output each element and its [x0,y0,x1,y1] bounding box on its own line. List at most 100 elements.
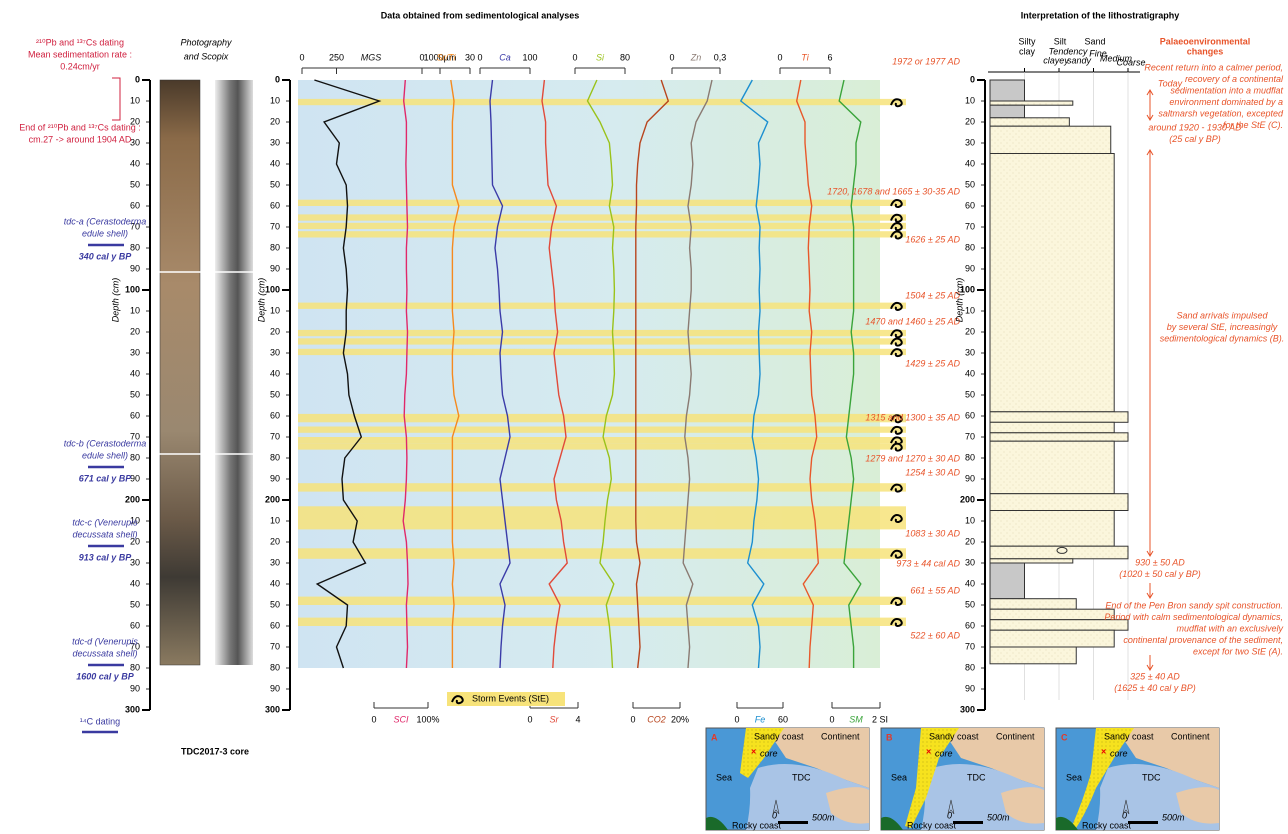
sample-name: tdc-a (Cerastoderma [64,216,147,226]
sample-age: 1600 cal y BP [76,671,135,681]
map-label: TDC [792,772,811,782]
scale-label: 0,3 [714,52,727,62]
scale-label: 20% [671,714,689,724]
storm-icon [890,98,903,108]
pb-dating: ²¹⁰Pb and ¹³⁷Cs dating [36,37,124,47]
interpretation-text: Recent return into a calmer period, [1144,62,1283,72]
lithology-bed [989,493,1129,512]
series-name: Ti [801,52,809,62]
map-scalebar [953,821,983,824]
depth-tick-label: 30 [965,557,975,567]
depth-tick-label: 200 [265,494,280,504]
interpretation-text: around 1920 - 1930 AD [1148,122,1242,132]
map-label: Sandy coast [1104,731,1154,741]
depth-tick-label: 90 [270,473,280,483]
map-north [1122,799,1130,815]
lithology-bed [989,440,1115,495]
depth-tick-label: 60 [130,620,140,630]
map-label: core [1110,748,1128,758]
depth-tick-label: 200 [125,494,140,504]
depth-tick-label: 60 [965,620,975,630]
interpretation-text: for the StE (C). [1223,120,1283,130]
map-letter: C [1061,732,1068,742]
map [705,727,870,831]
depth-tick-label: 50 [130,179,140,189]
series-line [795,79,820,669]
proxy-background [298,80,880,668]
storm-icon [890,301,903,311]
depth-tick-label: 10 [130,95,140,105]
lithology-bed [989,125,1112,154]
map-label: Continent [996,731,1035,741]
interpretation-text: sedimentological dynamics (B). [1160,333,1285,343]
depth-tick-label: 50 [965,179,975,189]
series-line [682,79,713,669]
storm-icon [890,230,903,240]
map-north [947,799,955,815]
depth-tick-label: 70 [130,221,140,231]
depth-tick-label: 20 [130,116,140,126]
map-sandy-coast [905,728,959,828]
series-line [838,79,862,668]
map-label: Continent [1171,731,1210,741]
lithology-bed [989,598,1077,610]
depth-tick-label: 70 [130,431,140,441]
scale-label: 0 [299,52,304,62]
sample-name: edule shell) [82,228,128,238]
depth-tick-label: 70 [270,641,280,651]
map-rocky-coast [881,816,903,830]
scale-label: 1000µm [424,52,457,62]
depth-tick-label: 30 [965,137,975,147]
series-name: CO2 [647,714,666,724]
map-label: Rocky coast [732,820,782,830]
depth-tick-label: 300 [265,704,280,714]
map-scalebar [1128,821,1158,824]
photo-label: and Scopix [184,51,229,61]
series-name: MGS [361,52,382,62]
panel-title: Interpretation of the lithostratigraphy [1021,10,1180,20]
map-continent [1116,728,1219,788]
series-name: SCI [393,714,409,724]
storm-icon [890,213,903,223]
event-date: 973 ± 44 cal AD [896,558,960,568]
storm-band [298,437,906,444]
lithology-bed [989,104,1025,119]
sample-age: 671 cal y BP [79,473,133,483]
depth-tick-label: 50 [130,599,140,609]
storm-band [298,617,906,626]
map-land-patch [1001,787,1044,824]
depth-tick-label: 10 [270,515,280,525]
depth-tick-label: 20 [270,326,280,336]
depth-tick-label: 70 [965,431,975,441]
depth-tick-label: 90 [965,683,975,693]
depth-tick-label: 100 [125,284,140,294]
interpretation-text: mudflat with an exclusively [1176,623,1283,633]
map-letter: B [886,732,893,742]
series-name: Fe [755,714,766,724]
scale-label: 0 [419,52,424,62]
arrow-head [1146,592,1154,599]
map-label: Sea [1066,772,1082,782]
depth-tick-label: 100 [265,284,280,294]
depth-tick-label: 10 [965,515,975,525]
depth-tick-label: 40 [270,158,280,168]
depth-axis-label: Depth (cm) [954,278,964,323]
depth-tick-label: 30 [130,557,140,567]
interpretation-text: Sand arrivals impulsed [1176,310,1268,320]
map-label: 0 [772,810,777,820]
scale-label: 0 [371,714,376,724]
storm-icon [890,617,903,627]
depth-tick-label: 60 [270,410,280,420]
panel-title: Data obtained from sedimentological anal… [381,10,580,20]
depth-tick-label: 300 [125,704,140,714]
core-name: TDC2017-3 core [181,746,249,756]
event-date: 1083 ± 30 AD [905,528,960,538]
depth-tick-label: 60 [965,410,975,420]
map-letter: A [711,732,718,742]
storm-band [298,426,906,433]
depth-tick-label: 40 [965,368,975,378]
dating-note: ¹⁴C dating [80,716,120,726]
map-rocky-coast [706,816,728,830]
depth-tick-label: 30 [130,347,140,357]
